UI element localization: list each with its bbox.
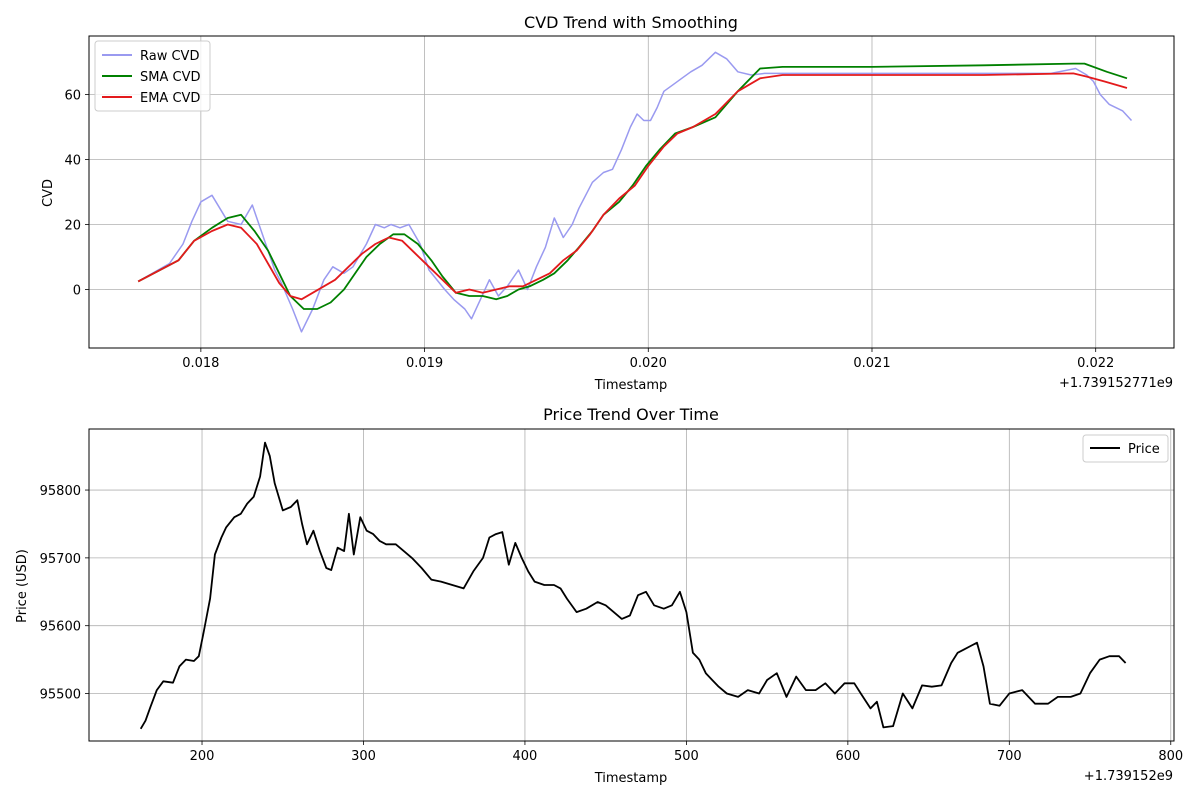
cvd-legend-box [94,40,211,112]
series-line-ema-cvd [137,72,1128,301]
price-x-tick-label: 700 [997,749,1022,764]
price-legend: Price [1082,434,1169,463]
legend-label-price: Price [1128,442,1160,457]
legend-label-raw-cvd: Raw CVD [140,49,199,64]
cvd-series-group [137,51,1133,333]
cvd-y-tick-label: 20 [64,219,81,234]
cvd-chart-title: CVD Trend with Smoothing [524,13,738,32]
price-x-tick-label: 300 [351,749,376,764]
price-x-axis-label: Timestamp [594,771,668,786]
cvd-x-tick-label: 0.020 [630,356,667,371]
legend-label-sma-cvd: SMA CVD [140,70,200,85]
price-ticks: 200 300 400 500 600 700 800 95500 95600 95700 9580… [40,484,1184,764]
price-axes-frame [88,428,1175,742]
price-legend-box [1082,434,1169,463]
cvd-y-tick-label: 0 [73,284,81,299]
cvd-x-tick-label: 0.019 [406,356,443,371]
price-y-tick-label: 95500 [40,688,81,703]
price-x-tick-label: 800 [1158,749,1183,764]
cvd-axes-frame [88,35,1175,349]
cvd-ticks: 0.018 0.019 0.020 0.021 0.022 0 20 40 60 [64,89,1114,372]
series-line-raw-cvd [137,51,1133,333]
cvd-x-tick-label: 0.021 [853,356,890,371]
price-x-tick-label: 200 [190,749,215,764]
price-y-tick-label: 95700 [40,552,81,567]
price-x-tick-label: 500 [674,749,699,764]
price-chart-title: Price Trend Over Time [543,405,719,424]
legend-label-ema-cvd: EMA CVD [140,91,200,106]
price-y-tick-label: 95600 [40,620,81,635]
cvd-chart-panel: CVD Trend with Smoothing 0.018 0.019 0.020… [41,13,1175,393]
cvd-x-tick-label: 0.018 [182,356,219,371]
price-series-group [139,441,1127,730]
cvd-y-tick-label: 40 [64,154,81,169]
cvd-grid [89,36,1174,348]
price-chart-panel: Price Trend Over Time 200 300 400 500 600 700… [15,405,1183,786]
cvd-legend: Raw CVD SMA CVD EMA CVD [94,40,211,112]
cvd-x-tick-label: 0.022 [1077,356,1114,371]
price-grid [89,429,1174,741]
cvd-x-offset-label: +1.739152771e9 [1059,376,1173,391]
price-x-offset-label: +1.739152e9 [1084,769,1173,784]
price-x-tick-label: 400 [513,749,538,764]
cvd-y-tick-label: 60 [64,89,81,104]
price-y-tick-label: 95800 [40,484,81,499]
price-x-tick-label: 600 [835,749,860,764]
cvd-x-axis-label: Timestamp [594,378,668,393]
series-line-sma-cvd [137,62,1128,310]
series-line-price [139,441,1127,730]
cvd-y-axis-label: CVD [41,179,56,207]
price-y-axis-label: Price (USD) [15,549,30,623]
